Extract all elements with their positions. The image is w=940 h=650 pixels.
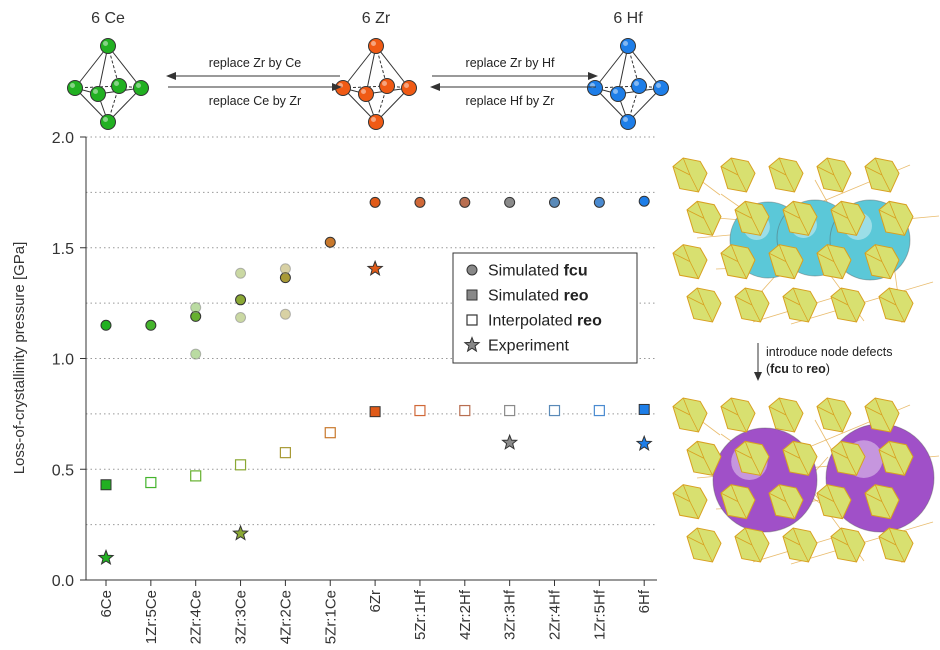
cluster-header: 6 Ce 6 Zr 6 Hf replace Zr by Ce replace … (67, 10, 669, 130)
x-tick-label: 6Ce (98, 590, 115, 618)
y-axis-ticks: 0.0 0.5 1.0 1.5 2.0 (52, 130, 86, 590)
x-tick-label: 2Zr:4Ce (188, 590, 205, 644)
x-tick-label: 5Zr:1Hf (412, 589, 429, 640)
y-tick-label: 1.0 (52, 352, 74, 369)
defect-label-line2: (fcu to reo) (766, 362, 830, 376)
fcu-point (414, 196, 426, 208)
x-tick-label: 2Zr:4Hf (547, 589, 564, 640)
arrow-zr-to-ce (166, 72, 340, 80)
legend-label: Simulated fcu (488, 263, 588, 280)
fcu-point (549, 196, 560, 208)
cluster-ce-octahedron-icon (67, 38, 149, 130)
cluster-label-hf: 6 Hf (613, 10, 643, 27)
x-tick-label: 4Zr:2Ce (277, 590, 294, 644)
fcu-point (504, 196, 516, 208)
reo-point (369, 406, 381, 418)
fcu-alt-point (235, 267, 247, 279)
chart-gridlines (86, 136, 657, 526)
legend-label: Interpolated reo (488, 313, 602, 330)
arrow-label-hf-to-zr: replace Hf by Zr (466, 94, 555, 108)
x-tick-label: 4Zr:2Hf (457, 589, 474, 640)
interpolated-reo-point (190, 470, 202, 482)
side-panel: introduce node defects (fcu to reo) (672, 157, 940, 565)
fcu-alt-point (279, 308, 291, 320)
interpolated-reo-point (324, 427, 336, 439)
y-tick-label: 2.0 (52, 130, 74, 147)
interpolated-reo-point (279, 447, 291, 459)
fcu-alt-point (190, 348, 202, 360)
fcu-point (190, 310, 202, 322)
fcu-point (593, 196, 605, 208)
experiment-point (366, 259, 384, 276)
cluster-hf-octahedron-icon (587, 38, 669, 130)
fcu-alt-point (190, 302, 202, 314)
legend: Simulated fcu Simulated reo Interpolated r… (452, 252, 638, 364)
legend-box (452, 252, 638, 364)
cluster-zr-octahedron-icon (335, 38, 417, 130)
interpolated-reo-point (145, 476, 157, 489)
experiment-point (97, 548, 115, 566)
x-axis-ticks: 6Ce 1Zr:5Ce 2Zr:4Ce 3Zr:3Ce 4Zr:2Ce 5Zr:1Ce 6Z… (98, 580, 653, 644)
interpolated-reo-point (548, 404, 561, 417)
arrow-label-zr-to-ce: replace Zr by Ce (209, 56, 301, 70)
interpolated-reo-point (504, 404, 516, 417)
x-tick-label: 6Zr (367, 590, 384, 613)
legend-items: Simulated fcu Simulated reo Interpolated r… (463, 263, 602, 355)
experiment-point (232, 524, 250, 541)
x-tick-label: 5Zr:1Ce (322, 590, 339, 644)
arrow-zr-to-hf (432, 72, 598, 80)
interpolated-reo-point (593, 404, 605, 417)
fcu-point (324, 236, 336, 248)
fcu-point (100, 319, 112, 331)
arrow-label-zr-to-hf: replace Zr by Hf (466, 56, 555, 70)
legend-marker (466, 264, 478, 276)
interpolated-reo-point (459, 404, 471, 417)
legend-label: Experiment (488, 338, 569, 355)
experiment-point (635, 434, 653, 451)
legend-label: Simulated reo (488, 288, 589, 305)
x-tick-label: 1Zr:5Hf (591, 589, 608, 640)
reo-structure-illustration (672, 397, 940, 565)
chart-marks (97, 195, 653, 566)
fcu-structure-illustration (672, 157, 940, 325)
reo-point (638, 403, 650, 415)
fcu-point (459, 196, 471, 208)
legend-marker (466, 314, 478, 326)
experiment-point (501, 433, 519, 450)
interpolated-reo-point (414, 404, 426, 417)
fcu-point (369, 196, 381, 208)
y-tick-label: 0.0 (52, 573, 74, 590)
chart: 0.0 0.5 1.0 1.5 2.0 6Ce 1Zr:5Ce 2Zr:4Ce 3Zr:3Ce… (11, 130, 657, 644)
legend-marker (463, 336, 481, 353)
fcu-alt-point (235, 312, 247, 324)
legend-marker (466, 289, 478, 301)
fcu-point (235, 294, 247, 306)
y-axis-label: Loss-of-crystallinity pressure [GPa] (11, 242, 28, 475)
arrow-ce-to-zr (168, 83, 342, 91)
fcu-point (638, 195, 650, 207)
fcu-point (145, 319, 157, 331)
defect-arrow (754, 343, 762, 381)
defect-label-line1: introduce node defects (766, 345, 892, 359)
y-tick-label: 0.5 (52, 462, 74, 479)
fcu-alt-point (279, 263, 291, 275)
reo-point (100, 479, 112, 491)
y-tick-label: 1.5 (52, 241, 74, 258)
interpolated-reo-point (234, 459, 247, 471)
cluster-label-zr: 6 Zr (362, 10, 391, 27)
x-tick-label: 6Hf (636, 589, 653, 613)
fcu-point (279, 272, 291, 284)
cluster-label-ce: 6 Ce (91, 10, 125, 27)
x-tick-label: 3Zr:3Hf (502, 589, 519, 640)
arrow-hf-to-zr (430, 83, 596, 91)
x-tick-label: 1Zr:5Ce (143, 590, 160, 644)
x-tick-label: 3Zr:3Ce (233, 590, 250, 644)
arrow-label-ce-to-zr: replace Ce by Zr (209, 94, 301, 108)
